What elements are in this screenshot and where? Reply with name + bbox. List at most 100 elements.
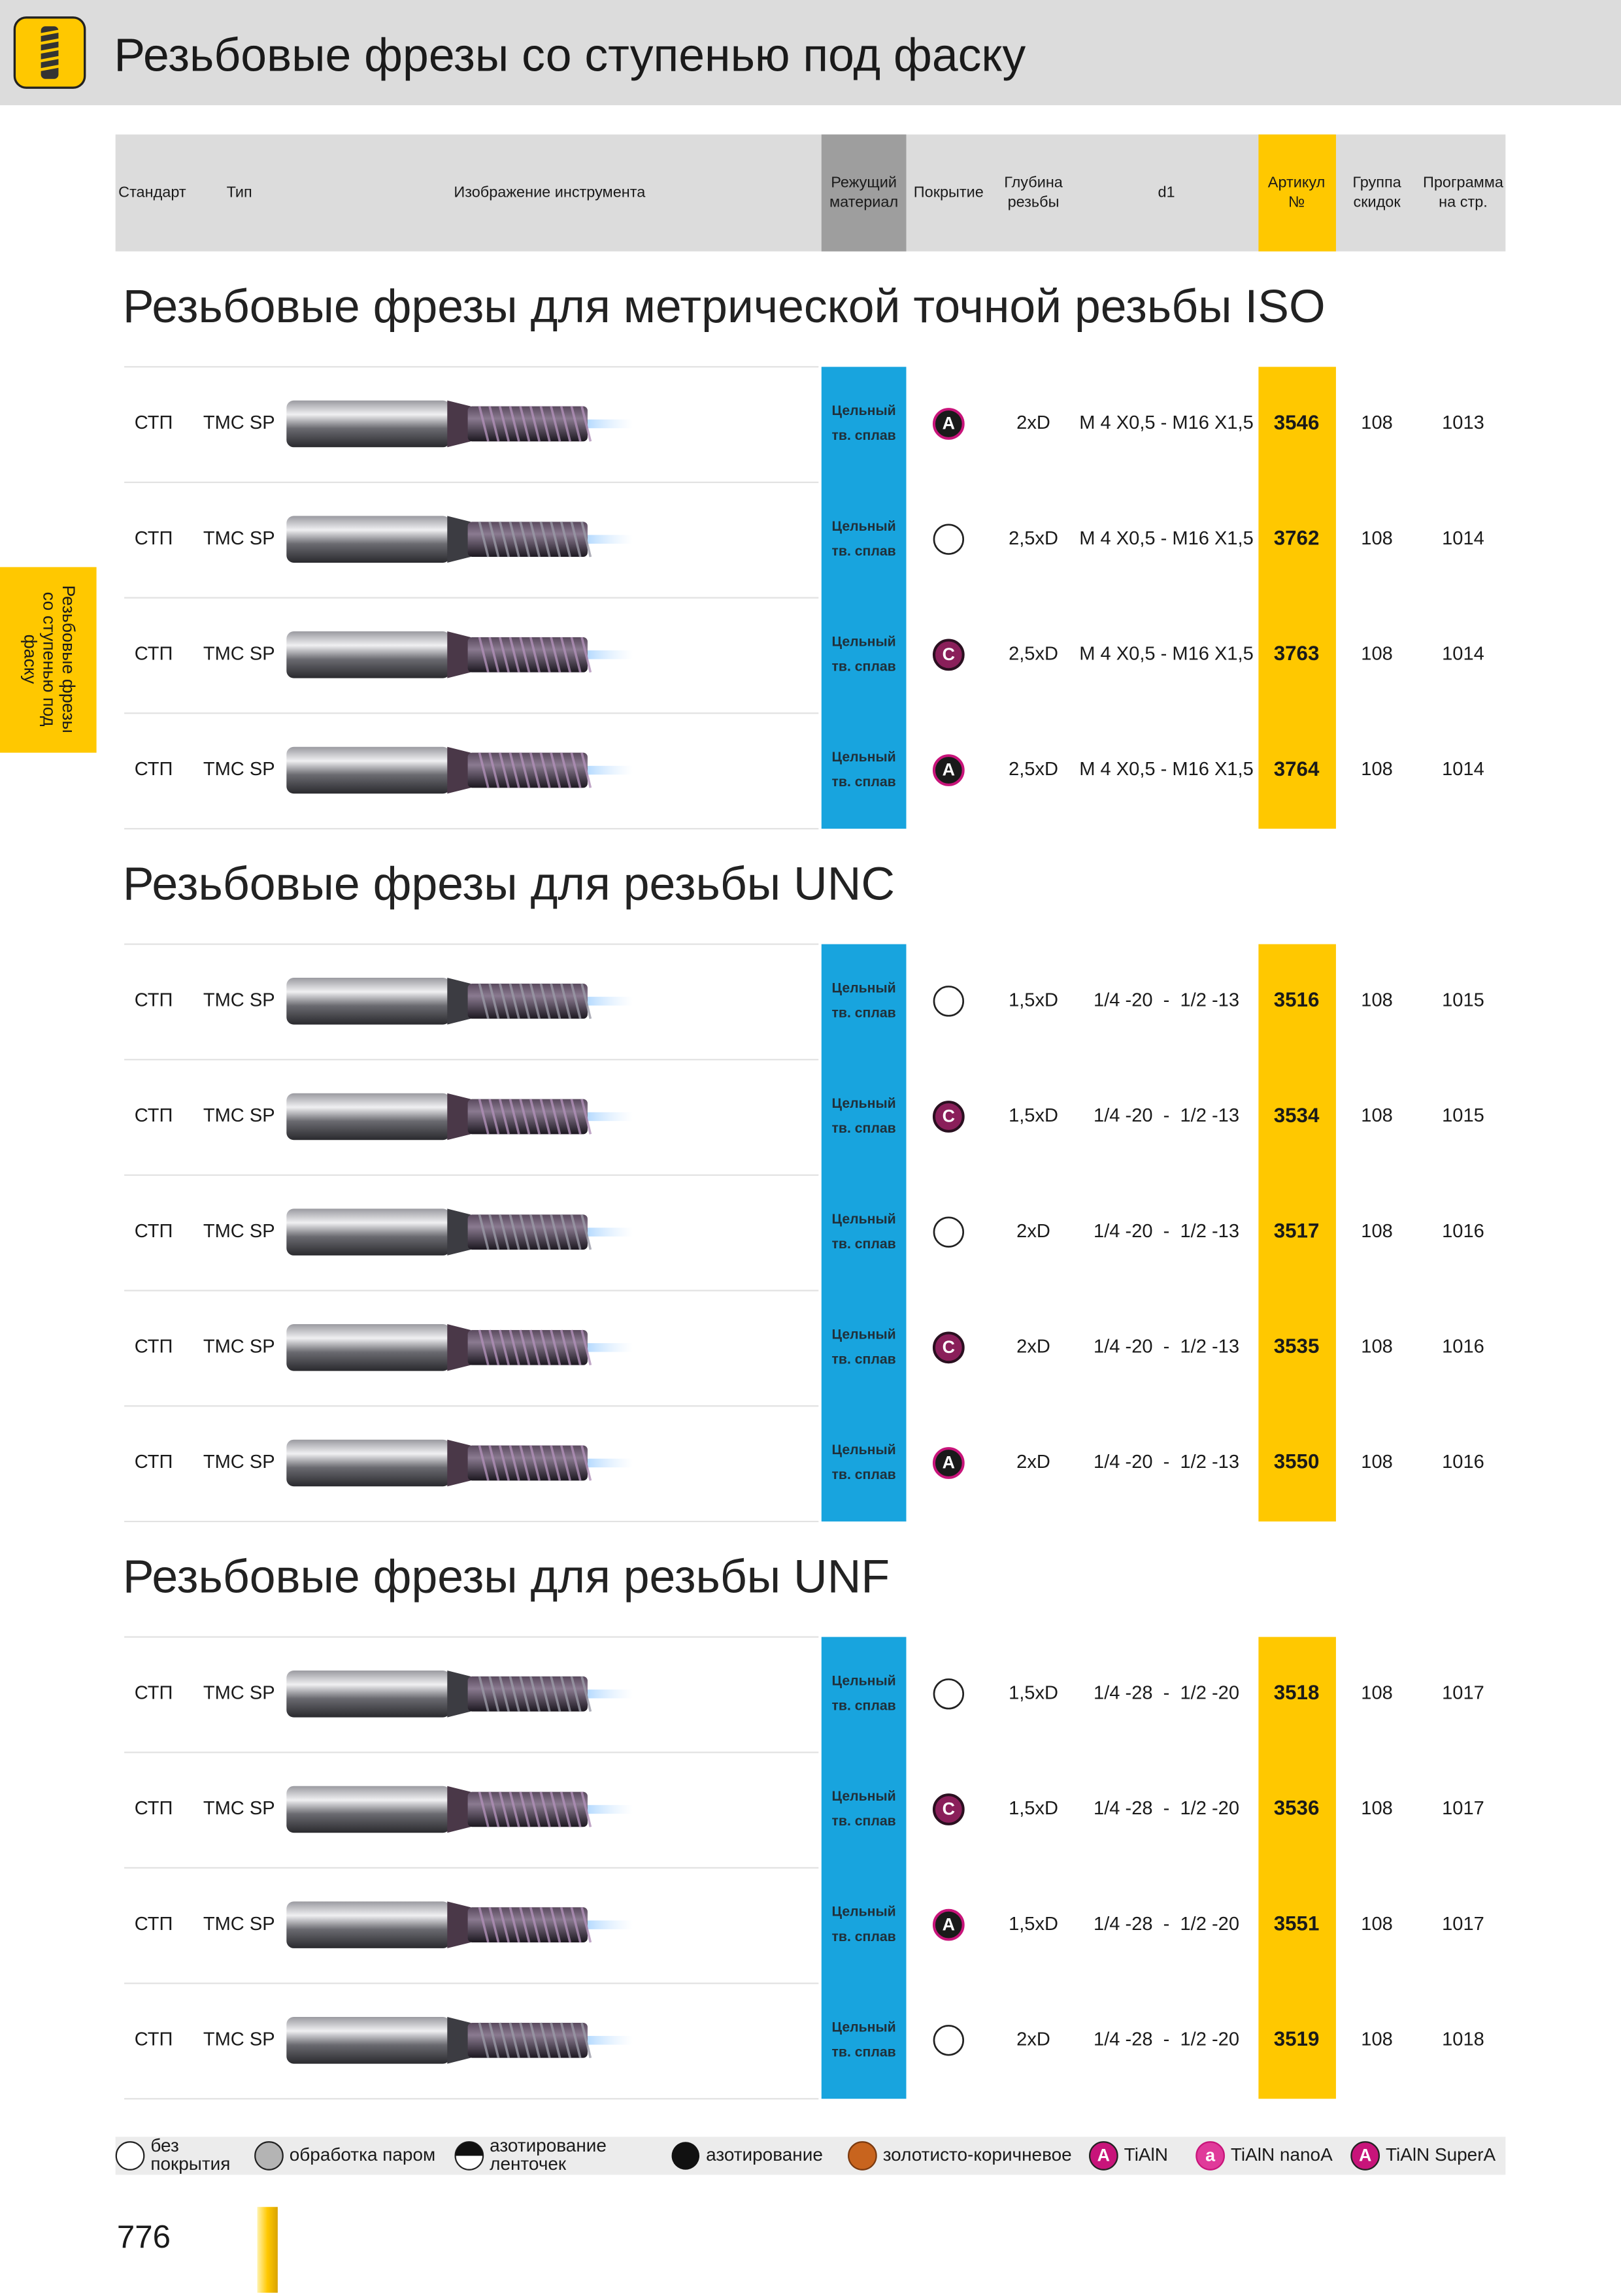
discount-group: 108 <box>1361 1336 1393 1357</box>
coating-icon <box>932 1447 965 1479</box>
tool-glow <box>577 535 633 544</box>
article: 3517 <box>1274 1219 1320 1242</box>
tool-image <box>286 1208 633 1256</box>
tool-glow <box>577 1227 633 1237</box>
tool-shank <box>286 2017 450 2064</box>
program-page: 1016 <box>1442 1336 1484 1357</box>
column-header: № <box>1288 193 1305 210</box>
material: Цельный <box>832 518 896 534</box>
section-title: Резьбовые фрезы для резьбы UNF <box>123 1550 890 1603</box>
page-tab <box>257 2206 278 2293</box>
tool-shank <box>286 746 450 794</box>
program-page: 1014 <box>1442 528 1484 549</box>
tool-thread <box>478 983 592 1020</box>
column-header: материал <box>829 193 898 210</box>
tool-shank <box>286 1439 450 1487</box>
legend-icon <box>254 2141 284 2171</box>
standard: СТП <box>135 1682 173 1703</box>
legend-band <box>115 2137 1506 2175</box>
tool-image <box>286 1324 633 1371</box>
column-header: скидок <box>1353 193 1401 210</box>
type: TMC SP <box>203 644 275 665</box>
discount-group: 108 <box>1361 412 1393 433</box>
standard: СТП <box>135 528 173 549</box>
tool-neck <box>447 1439 471 1487</box>
article-header-bg <box>1258 134 1336 252</box>
tool-image <box>286 2017 633 2064</box>
tool-shank <box>286 1208 450 1256</box>
tool-neck <box>447 1786 471 1833</box>
material: Цельный <box>832 749 896 765</box>
material: тв. сплав <box>831 1813 895 1829</box>
tool-thread <box>478 521 592 557</box>
column-header: резьбы <box>1008 193 1060 210</box>
column-header: Режущий <box>831 173 897 190</box>
material: Цельный <box>832 1326 896 1342</box>
legend-label: золотисто-коричневое <box>883 2144 1072 2165</box>
material-column-bg <box>821 1637 907 2099</box>
tool-thread <box>478 637 592 673</box>
discount-group: 108 <box>1361 990 1393 1011</box>
material: тв. сплав <box>831 774 895 790</box>
program-page: 1014 <box>1442 644 1484 665</box>
coating-letter: A <box>943 760 955 780</box>
tool-neck <box>447 1208 471 1256</box>
coating-icon <box>933 2025 965 2056</box>
material: тв. сплав <box>831 1467 895 1482</box>
legend-label: TiAlN <box>1124 2144 1168 2165</box>
depth: 2xD <box>1016 1452 1050 1472</box>
tool-glow <box>577 1805 633 1814</box>
legend-label: обработка паром <box>290 2144 435 2165</box>
program-page: 1018 <box>1442 2029 1484 2050</box>
coating-letter: A <box>943 414 955 433</box>
type: TMC SP <box>203 1452 275 1472</box>
standard: СТП <box>135 644 173 665</box>
coating-icon <box>932 1908 965 1941</box>
tool-image <box>286 1093 633 1140</box>
tool-shank <box>286 400 450 448</box>
article: 3764 <box>1274 757 1320 780</box>
type: TMC SP <box>203 412 275 433</box>
standard: СТП <box>135 1105 173 1126</box>
type: TMC SP <box>203 1914 275 1935</box>
d1: M 4 X0,5 - M16 X1,5 <box>1079 759 1254 780</box>
tool-shank <box>286 1324 450 1371</box>
material: Цельный <box>832 980 896 995</box>
material: тв. сплав <box>831 427 895 443</box>
legend-badge: A <box>1359 2146 1371 2165</box>
legend-label: ленточек <box>490 2154 567 2174</box>
tool-image <box>286 1439 633 1487</box>
d1: 1/4 -20 - 1/2 -13 <box>1094 1336 1239 1357</box>
type: TMC SP <box>203 1221 275 1242</box>
discount-group: 108 <box>1361 1105 1393 1126</box>
tool-neck <box>447 2017 471 2064</box>
coating-icon <box>933 524 965 555</box>
discount-group: 108 <box>1361 644 1393 665</box>
tool-shank <box>286 1901 450 1948</box>
tool-thread <box>478 1329 592 1366</box>
tool-neck <box>447 1324 471 1371</box>
tool-neck <box>447 978 471 1025</box>
legend-icon <box>671 2142 700 2170</box>
article: 3763 <box>1274 642 1320 665</box>
depth: 1,5xD <box>1009 1105 1058 1126</box>
depth: 1,5xD <box>1009 1798 1058 1819</box>
side-tab-line: Резьбовые фрезы <box>59 585 78 733</box>
type: TMC SP <box>203 759 275 780</box>
article-column-bg <box>1258 944 1336 1522</box>
tool-glow <box>577 765 633 775</box>
tool-thread <box>478 1791 592 1827</box>
tool-neck <box>447 516 471 563</box>
tool-neck <box>447 1901 471 1948</box>
tool-shank <box>286 1093 450 1140</box>
tool-image <box>286 1901 633 1948</box>
discount-group: 108 <box>1361 528 1393 549</box>
column-header: Изображение инструмента <box>454 183 646 200</box>
program-page: 1017 <box>1442 1914 1484 1935</box>
depth: 2,5xD <box>1009 759 1058 780</box>
d1: 1/4 -20 - 1/2 -13 <box>1094 1105 1239 1126</box>
material: тв. сплав <box>831 1005 895 1020</box>
d1: 1/4 -28 - 1/2 -20 <box>1094 1682 1239 1703</box>
